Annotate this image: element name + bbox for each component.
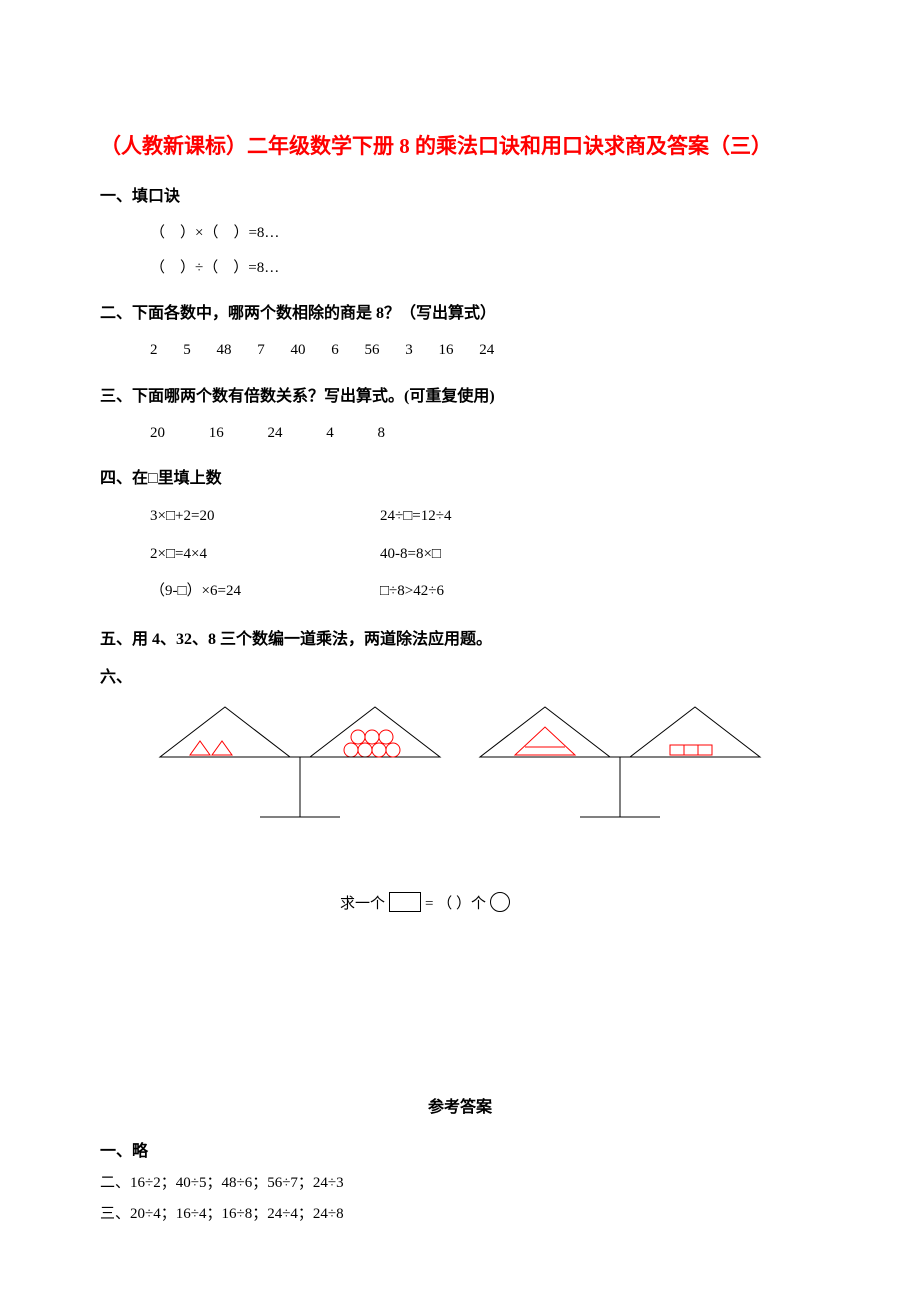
s4-row-1: 3×□+2=20 24÷□=12÷4: [150, 498, 820, 536]
square-icon: [389, 892, 421, 912]
answers-title: 参考答案: [100, 1093, 820, 1117]
balance-diagram: 求一个 = （ ）个: [140, 697, 820, 913]
s1-line-2: （ ）÷（ ）=8…: [150, 251, 820, 286]
left-balance: [160, 707, 440, 817]
section-2-head: 二、下面各数中，哪两个数相除的商是 8？（写出算式）: [100, 299, 820, 323]
section-6-head: 六、: [100, 663, 820, 687]
right-balance: [480, 707, 760, 817]
answer-2: 二、16÷2；40÷5；48÷6；56÷7；24÷3: [100, 1171, 820, 1192]
s6-question: 求一个 = （ ）个: [340, 892, 820, 913]
circle-icon: [490, 892, 510, 912]
section-3-head: 三、下面哪两个数有倍数关系？写出算式。(可重复使用): [100, 382, 820, 406]
s4-row-3: （9-□）×6=24 □÷8>42÷6: [150, 573, 820, 611]
s1-line-1: （ ）×（ ）=8…: [150, 216, 820, 251]
s4-r2-left: 2×□=4×4: [150, 536, 380, 574]
s4-row-2: 2×□=4×4 40-8=8×□: [150, 536, 820, 574]
s4-r3-left: （9-□）×6=24: [150, 573, 380, 611]
s4-r2-right: 40-8=8×□: [380, 536, 441, 574]
document-title: （人教新课标）二年级数学下册 8 的乘法口诀和用口诀求商及答案（三）: [100, 130, 820, 160]
s3-numbers: 20 16 24 4 8: [150, 416, 820, 451]
balance-svg: [140, 697, 780, 857]
answer-1: 一、略: [100, 1137, 820, 1161]
s2-numbers: 2 5 48 7 40 6 56 3 16 24: [150, 333, 820, 368]
section-1-head: 一、填口诀: [100, 182, 820, 206]
s4-r1-right: 24÷□=12÷4: [380, 498, 451, 536]
section-4-head: 四、在□里填上数: [100, 464, 820, 488]
worksheet-page: （人教新课标）二年级数学下册 8 的乘法口诀和用口诀求商及答案（三） 一、填口诀…: [0, 0, 920, 1302]
s6-mid: = （ ）个: [425, 892, 486, 913]
s6-prefix: 求一个: [340, 892, 385, 913]
section-5-head: 五、用 4、32、8 三个数编一道乘法，两道除法应用题。: [100, 625, 820, 649]
s4-r1-left: 3×□+2=20: [150, 498, 380, 536]
s4-r3-right: □÷8>42÷6: [380, 573, 444, 611]
answer-3: 三、20÷4；16÷4；16÷8；24÷4；24÷8: [100, 1202, 820, 1223]
